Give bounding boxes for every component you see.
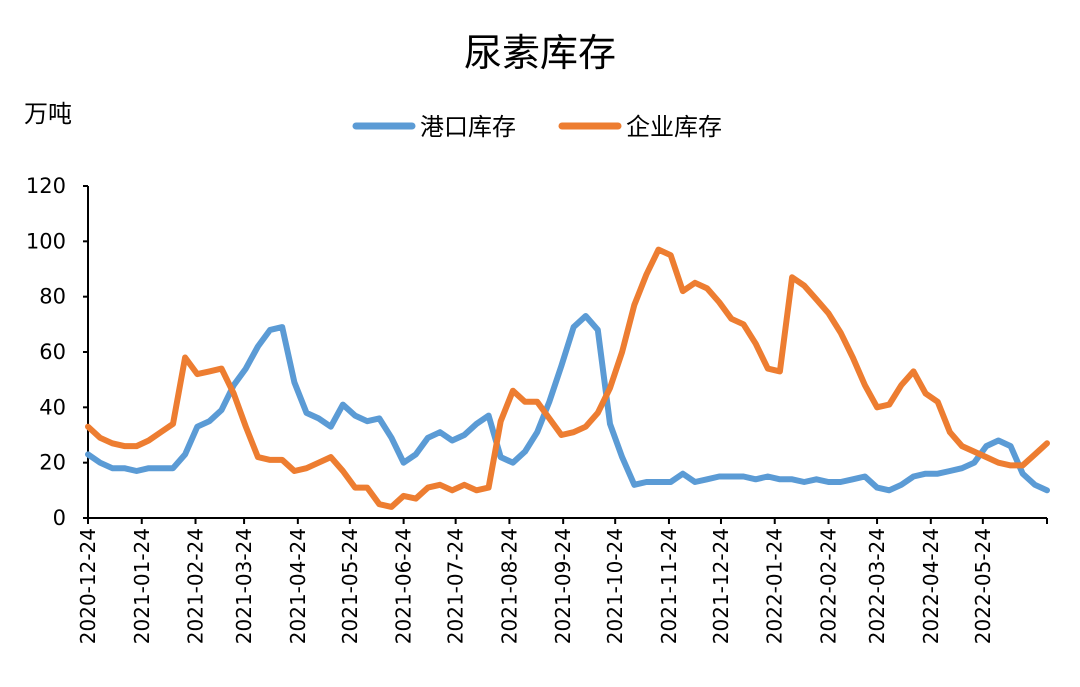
legend-label-port: 港口库存 [420,113,516,141]
x-tick-label: 2021-04-24 [286,528,310,644]
y-axis-unit-label: 万吨 [24,100,72,128]
x-tick-label: 2021-03-24 [232,528,256,644]
legend-label-enterprise: 企业库存 [626,113,722,141]
y-tick-label: 20 [39,451,66,475]
x-tick-label: 2022-04-24 [919,528,943,644]
x-tick-label: 2021-11-24 [657,528,681,644]
x-tick-label: 2021-06-24 [392,528,416,644]
x-tick-label: 2021-10-24 [603,528,627,644]
x-tick-label: 2021-09-24 [551,528,575,644]
y-tick-label: 80 [39,285,66,309]
x-tick-label: 2021-08-24 [497,528,521,644]
x-tick-label: 2021-02-24 [184,528,208,644]
x-tick-label: 2021-05-24 [338,528,362,644]
x-tick-label: 2021-01-24 [130,528,154,644]
y-tick-label: 60 [39,340,66,364]
y-tick-label: 0 [53,506,66,530]
x-tick-label: 2021-07-24 [444,528,468,644]
y-tick-label: 40 [39,395,66,419]
x-tick-label: 2022-05-24 [971,528,995,644]
x-tick-label: 2022-02-24 [816,528,840,644]
x-tick-label: 2022-01-24 [763,528,787,644]
chart-title: 尿素库存 [464,31,616,75]
y-tick-label: 100 [26,229,66,253]
y-tick-label: 120 [26,174,66,198]
x-tick-label: 2021-12-24 [709,528,733,644]
x-tick-label: 2020-12-24 [76,528,100,644]
legend: 港口库存 企业库存 [352,113,722,141]
x-tick-label: 2022-03-24 [865,528,889,644]
series-line-enterprise [85,246,1050,510]
series-line-port [85,313,1050,494]
